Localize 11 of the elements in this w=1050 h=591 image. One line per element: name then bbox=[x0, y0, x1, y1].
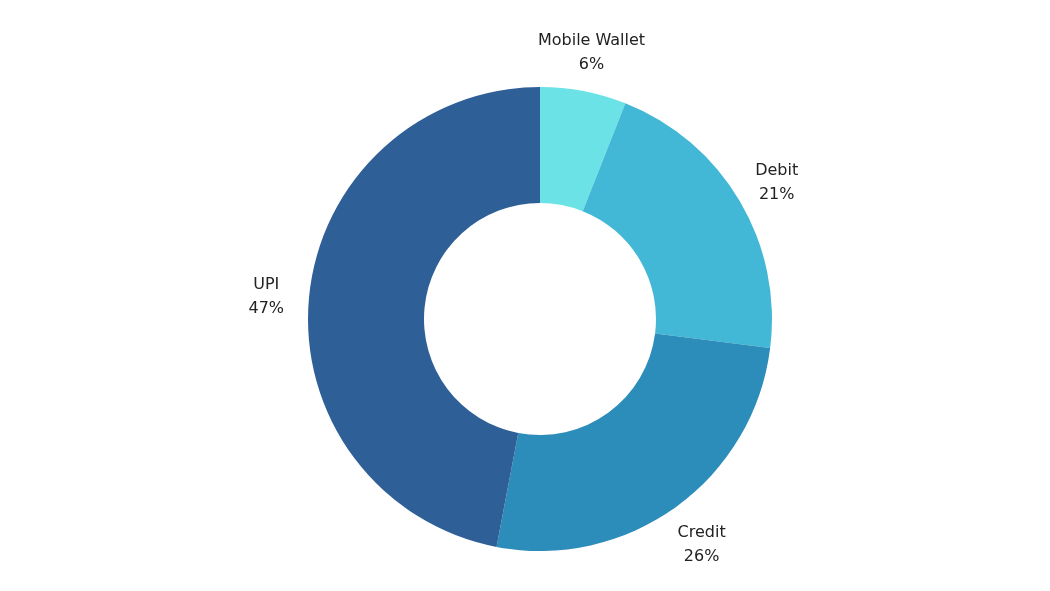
donut-slice bbox=[540, 87, 626, 212]
data-label: 26% bbox=[683, 546, 720, 566]
data-label: 6% bbox=[578, 53, 605, 73]
slice-label: Credit bbox=[677, 522, 726, 542]
data-label: 21% bbox=[758, 184, 795, 204]
slice-label: UPI bbox=[253, 274, 280, 294]
slice-label: Debit bbox=[755, 160, 799, 180]
slice-label: Mobile Wallet bbox=[537, 29, 646, 49]
donut-slice bbox=[496, 333, 771, 551]
donut-slice bbox=[308, 87, 540, 547]
data-label: 47% bbox=[248, 298, 284, 318]
